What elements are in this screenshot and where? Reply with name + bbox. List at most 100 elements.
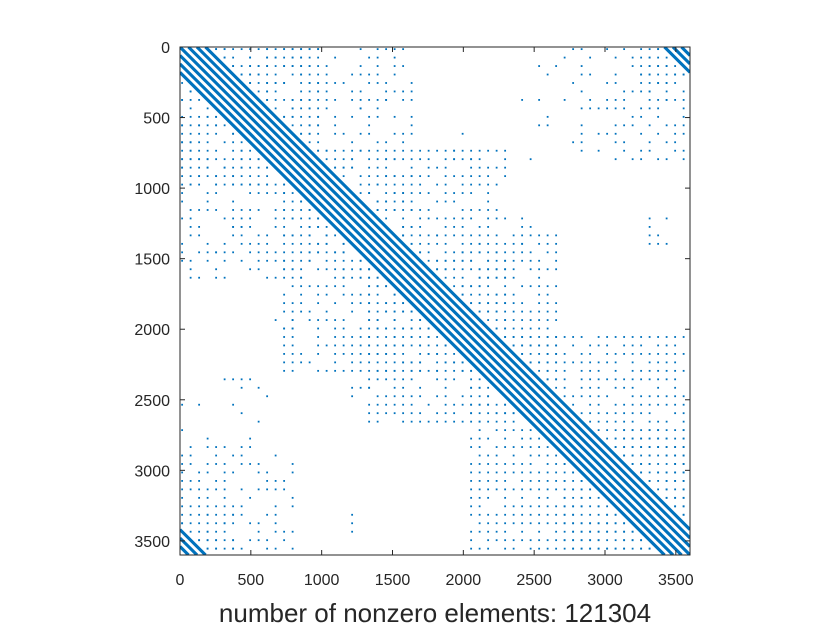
nonzero-block-2515 <box>215 547 218 550</box>
nonzero-block-1537 <box>393 403 396 406</box>
nonzero-block-653 <box>215 276 218 279</box>
nonzero-block-1583 <box>470 420 473 423</box>
nonzero-block-1842 <box>487 437 490 440</box>
nonzero-block-2569 <box>657 115 660 118</box>
nonzero-block-417 <box>393 132 396 135</box>
nonzero-block-1556 <box>393 412 396 415</box>
nonzero-block-2295 <box>597 513 600 516</box>
nonzero-block-1101 <box>351 344 354 347</box>
nonzero-block-2350 <box>640 547 643 550</box>
nonzero-block-2575 <box>648 124 651 127</box>
nonzero-block-1199 <box>487 242 490 245</box>
nonzero-block-1751 <box>648 395 651 398</box>
nonzero-block-2218 <box>674 463 677 465</box>
nonzero-block-1690 <box>665 369 668 372</box>
nonzero-block-1182 <box>487 234 490 237</box>
nonzero-block-1617 <box>546 344 549 347</box>
nonzero-block-2577 <box>674 124 677 127</box>
nonzero-block-2133 <box>529 547 532 550</box>
nonzero-block-1314 <box>368 302 371 305</box>
nonzero-block-659 <box>351 276 354 279</box>
nonzero-block-906 <box>325 259 328 262</box>
nonzero-block-473 <box>232 175 235 178</box>
nonzero-block-779 <box>300 200 303 203</box>
nonzero-block-2445 <box>240 463 243 465</box>
nonzero-block-590 <box>181 242 184 245</box>
nonzero-block-1976 <box>487 488 490 491</box>
nonzero-block-682 <box>470 149 473 152</box>
nonzero-block-2574 <box>631 124 634 127</box>
nonzero-block-1784 <box>512 412 515 415</box>
nonzero-block-1340 <box>410 310 413 313</box>
nonzero-block-1232 <box>461 259 464 262</box>
nonzero-block-1936 <box>546 471 549 474</box>
nonzero-block-889 <box>342 251 345 254</box>
nonzero-block-1120 <box>342 353 345 355</box>
nonzero-block-470 <box>189 175 192 178</box>
nonzero-block-1937 <box>555 471 558 474</box>
nonzero-block-1313 <box>546 293 549 296</box>
nonzero-block-758 <box>495 183 498 186</box>
nonzero-block-666 <box>317 149 320 152</box>
nonzero-block-1772 <box>623 403 626 406</box>
nonzero-block-2453 <box>232 471 235 474</box>
x-tick-label-500: 500 <box>237 572 264 589</box>
nonzero-block-1121 <box>351 353 354 355</box>
nonzero-block-737 <box>478 175 481 178</box>
nonzero-block-2199 <box>623 454 626 457</box>
nonzero-block-1150 <box>291 369 294 372</box>
nonzero-block-2650 <box>376 378 379 381</box>
nonzero-block-1907 <box>478 463 481 465</box>
nonzero-block-883 <box>291 251 294 254</box>
nonzero-block-1185 <box>529 234 532 237</box>
nonzero-block-1639 <box>563 353 566 355</box>
nonzero-block-474 <box>249 175 252 178</box>
nonzero-block-597 <box>308 242 311 245</box>
nonzero-block-2616 <box>240 412 243 415</box>
nonzero-block-2336 <box>623 539 626 542</box>
nonzero-block-280 <box>266 65 269 67</box>
nonzero-block-352 <box>334 99 337 101</box>
nonzero-block-2017 <box>470 505 473 508</box>
nonzero-block-1494 <box>444 378 447 381</box>
nonzero-block-1521 <box>419 395 422 398</box>
nonzero-block-166 <box>317 141 320 144</box>
nonzero-block-2627 <box>521 99 524 101</box>
nonzero-block-948 <box>300 276 303 279</box>
nonzero-block-2221 <box>572 471 575 474</box>
nonzero-block-967 <box>317 285 320 288</box>
nonzero-block-2068 <box>555 522 558 525</box>
nonzero-block-2526 <box>614 56 617 59</box>
nonzero-block-382 <box>376 115 379 118</box>
nonzero-block-768 <box>402 192 405 194</box>
nonzero-block-363 <box>308 107 311 110</box>
nonzero-block-1598 <box>572 336 575 338</box>
nonzero-block-2437 <box>232 454 235 457</box>
nonzero-block-2449 <box>181 471 184 474</box>
nonzero-block-319 <box>308 82 311 84</box>
nonzero-block-1559 <box>419 412 422 415</box>
nonzero-block-429 <box>240 149 243 152</box>
nonzero-block-1712 <box>657 378 660 381</box>
nonzero-block-1596 <box>555 336 558 338</box>
nonzero-block-1310 <box>504 293 507 296</box>
nonzero-block-731 <box>419 175 422 178</box>
nonzero-block-256 <box>385 48 388 51</box>
nonzero-block-154 <box>206 141 209 144</box>
nonzero-block-1792 <box>589 412 592 415</box>
nonzero-block-1618 <box>555 344 558 347</box>
nonzero-block-736 <box>470 175 473 178</box>
nonzero-block-774 <box>461 192 464 194</box>
nonzero-block-1388 <box>504 327 507 330</box>
nonzero-block-845 <box>410 226 413 228</box>
nonzero-block-2561 <box>614 107 617 110</box>
nonzero-block-187 <box>215 158 218 161</box>
nonzero-block-815 <box>300 217 303 220</box>
nonzero-block-2233 <box>682 471 685 474</box>
nonzero-block-2443 <box>215 463 218 465</box>
nonzero-block-2629 <box>563 99 566 101</box>
nonzero-block-652 <box>198 276 201 279</box>
nonzero-block-1078 <box>317 336 320 338</box>
nonzero-block-1217 <box>495 251 498 254</box>
nonzero-block-2134 <box>538 547 541 550</box>
